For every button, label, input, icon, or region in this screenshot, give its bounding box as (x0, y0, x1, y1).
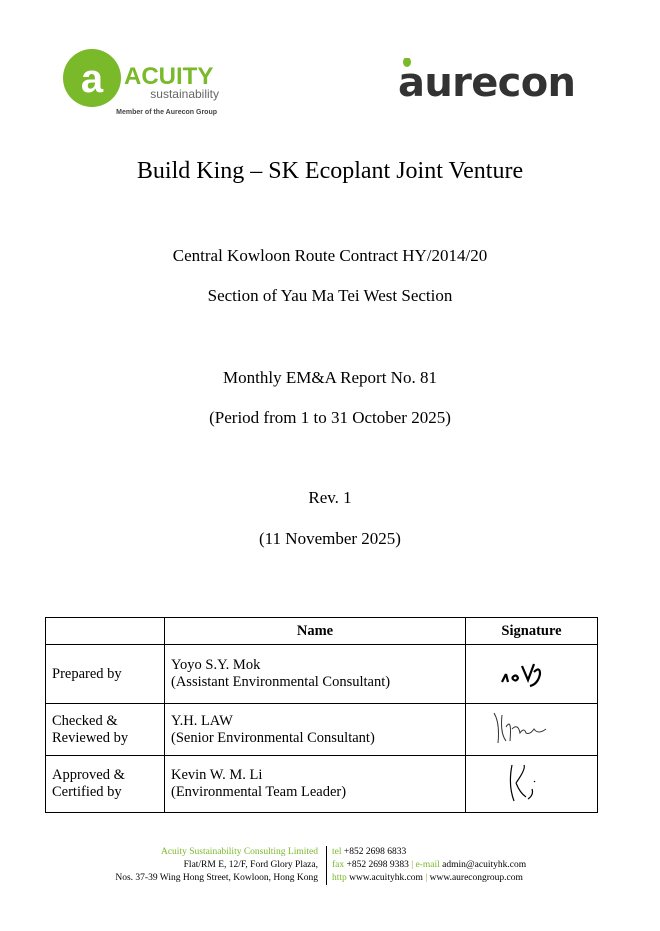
contract-line: Central Kowloon Route Contract HY/2014/2… (172, 246, 488, 265)
signoff-table: Name Signature Prepared by Yoyo S.Y. Mok(… (45, 617, 598, 813)
revision: Rev. 1 (308, 488, 352, 507)
person-title: (Senior Environmental Consultant) (171, 729, 375, 746)
report-title: Monthly EM&A Report No. 81 (223, 368, 437, 387)
svg-text:a: a (81, 57, 104, 101)
table-row: Prepared by Yoyo S.Y. Mok (Assistant Envi… (45, 644, 598, 704)
footer-email[interactable]: admin@acuityhk.com (442, 860, 527, 870)
report-period: (Period from 1 to 31 October 2025) (209, 408, 451, 427)
document-title: Build King – SK Ecoplant Joint Venture (136, 158, 524, 184)
footer-tel: +852 2698 6833 (343, 847, 407, 857)
acuity-logo: a ACUITY sustainability Member of the Au… (62, 48, 232, 120)
acuity-name: ACUITY (124, 63, 213, 90)
acuity-sub: sustainability (150, 87, 219, 101)
table-row: Approved & Certified by Kevin W. M. Li (E… (45, 755, 598, 813)
footer-fax: +852 2698 9383 (346, 860, 409, 870)
section-line: Section of Yau Ma Tei West Section (207, 286, 453, 305)
person-name: Y.H. LAW (171, 712, 233, 729)
footer-company: Acuity Sustainability Consulting Limited (160, 847, 318, 857)
header-name: Name (164, 617, 466, 645)
report-date: (11 November 2025) (259, 529, 401, 548)
person-name: Yoyo S.Y. Mok (171, 657, 261, 673)
signature (465, 644, 598, 704)
acuity-logo-mark: a ACUITY sustainability Member of the Au… (63, 49, 219, 116)
acuity-member: Member of the Aurecon Group (116, 109, 217, 116)
person-name: Kevin W. M. Li (171, 767, 263, 783)
footer-web-aurecon[interactable]: www.aurecongroup.com (429, 873, 523, 883)
role: Approved & Certified by (45, 755, 165, 813)
signature (465, 703, 598, 756)
person-title: (Environmental Team Leader) (171, 784, 347, 800)
svg-text:aurecon: aurecon (398, 60, 576, 102)
role: Prepared by (45, 644, 165, 704)
person-title: (Assistant Environmental Consultant) (171, 674, 391, 690)
table-row: Checked & Reviewed by Y.H. LAW (Senior En… (45, 703, 598, 756)
role: Checked & Reviewed by (45, 703, 165, 756)
aurecon-logo: aurecon (398, 57, 578, 107)
footer-address-1: Flat/RM E, 12/F, Ford Glory Plaza, (183, 860, 318, 870)
signature (465, 755, 598, 813)
footer-address-2: Nos. 37-39 Wing Hong Street, Kowloon, Ho… (115, 873, 318, 883)
header-signature: Signature (465, 617, 598, 645)
table-header: Name Signature (45, 617, 598, 645)
footer-web-acuity[interactable]: www.acuityhk.com (349, 873, 423, 883)
